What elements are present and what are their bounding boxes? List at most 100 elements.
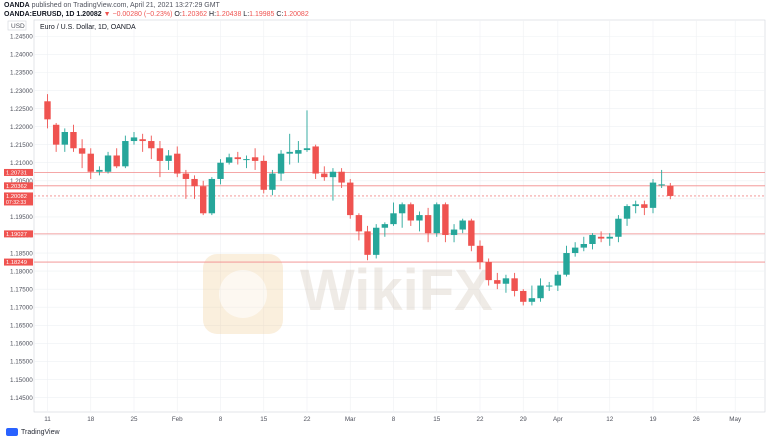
ohlc-high-value: 1.20438 — [216, 11, 242, 18]
candle-body — [156, 148, 164, 161]
x-tick-label: 22 — [303, 416, 311, 423]
candle-body — [459, 220, 466, 230]
price-level-time: 07:32:33 — [6, 200, 26, 206]
publisher-name: OANDA — [4, 2, 30, 9]
ohlc-high-label: H: — [209, 11, 217, 18]
ohlc-low-label: L: — [243, 11, 250, 18]
watermark-text: WikiFX — [300, 258, 493, 323]
x-tick-label: 26 — [693, 416, 701, 423]
candle-body — [191, 178, 198, 187]
price-level-badge — [4, 192, 33, 206]
candle-body — [528, 298, 536, 302]
candle-body — [139, 139, 146, 142]
candle-body — [200, 186, 207, 214]
candle-body — [416, 215, 423, 221]
ohlc-open-label: O: — [174, 11, 182, 18]
y-tick-label: 1.23000 — [10, 88, 33, 95]
candle-body — [78, 148, 86, 154]
price-level-label: 1.20362 — [6, 184, 27, 190]
candle-body — [373, 227, 380, 255]
x-tick-label: 22 — [476, 416, 484, 423]
candle-body — [347, 182, 354, 216]
symbol-info: OANDA:EURUSD, 1D 1.20082 ▼ −0.00280 (−0.… — [4, 11, 309, 18]
x-tick-label: 12 — [606, 416, 614, 423]
candle-body — [113, 155, 120, 167]
candle-body — [87, 153, 94, 172]
x-tick-label: 11 — [44, 416, 51, 423]
x-tick-label: Apr — [553, 416, 563, 423]
candle-body — [130, 137, 138, 142]
candle-body — [251, 157, 259, 161]
x-tick-label: 29 — [520, 416, 528, 423]
candle-body — [424, 215, 432, 234]
y-tick-label: 1.23500 — [10, 70, 33, 77]
candle-body — [225, 157, 233, 163]
symbol-line: OANDA:EURUSD, 1D 1.20082 — [4, 11, 102, 18]
candle-body — [476, 245, 484, 263]
candle-body — [667, 185, 674, 196]
candle-body — [597, 236, 605, 239]
candle-body — [641, 204, 648, 208]
x-tick-label: 15 — [260, 416, 268, 423]
currency-box — [7, 20, 27, 31]
tradingview-label: TradingView — [21, 428, 60, 436]
candle-body — [502, 278, 510, 284]
candle-body — [165, 155, 172, 161]
candle-body — [589, 234, 596, 244]
candle-body — [433, 204, 440, 234]
candle-body — [390, 213, 397, 225]
candle-body — [208, 178, 216, 214]
candle-body — [303, 148, 311, 151]
price-change: ▼ −0.00280 (−0.23%) — [103, 11, 173, 18]
candle-body — [182, 173, 190, 179]
candle-body — [364, 231, 371, 255]
candle-body — [329, 171, 337, 178]
x-tick-label: May — [729, 416, 742, 423]
x-tick-label: 19 — [649, 416, 657, 423]
y-tick-label: 1.22500 — [10, 106, 33, 113]
x-tick-label: 8 — [392, 416, 396, 423]
chart-title: Euro / U.S. Dollar, 1D, OANDA — [40, 24, 136, 31]
candle-body — [312, 146, 319, 174]
candle-body — [632, 204, 639, 207]
candle-body — [520, 290, 527, 302]
candle-body — [398, 204, 406, 214]
x-tick-label: 25 — [130, 416, 138, 423]
candle-body — [554, 274, 562, 286]
price-level-badge — [4, 230, 33, 238]
candle-body — [52, 124, 60, 145]
y-tick-label: 1.18500 — [10, 250, 33, 257]
price-level-label: 1.20082 — [6, 194, 27, 200]
candle-body — [217, 162, 224, 179]
candle-body — [485, 262, 492, 281]
candle-body — [321, 173, 328, 178]
candle-body — [615, 218, 622, 237]
candle-body — [571, 247, 579, 254]
ohlc-close-label: C: — [276, 11, 284, 18]
candle-body — [295, 150, 302, 154]
price-level-label: 1.19027 — [6, 232, 27, 238]
candle-body — [580, 244, 587, 248]
y-tick-label: 1.14500 — [10, 395, 33, 402]
price-level-label: 1.18249 — [6, 260, 27, 266]
y-tick-label: 1.24000 — [10, 52, 33, 59]
candle-body — [381, 224, 389, 228]
candle-body — [338, 171, 345, 183]
publish-line: published on TradingView.com, April 21, … — [31, 2, 220, 9]
y-tick-label: 1.15000 — [10, 377, 33, 384]
candle-body — [148, 141, 155, 149]
y-tick-label: 1.17000 — [10, 305, 33, 312]
y-tick-label: 1.22000 — [10, 124, 33, 131]
candle-body — [234, 157, 241, 160]
candle-body — [546, 285, 553, 287]
candle-body — [286, 151, 293, 154]
candle-body — [122, 141, 129, 167]
currency-label: USD — [11, 23, 25, 30]
candle-body — [104, 155, 112, 172]
y-tick-label: 1.16000 — [10, 341, 33, 348]
candle-body — [537, 285, 544, 299]
candle-body — [61, 132, 68, 145]
y-tick-label: 1.21000 — [10, 160, 33, 167]
y-tick-label: 1.16500 — [10, 323, 33, 330]
